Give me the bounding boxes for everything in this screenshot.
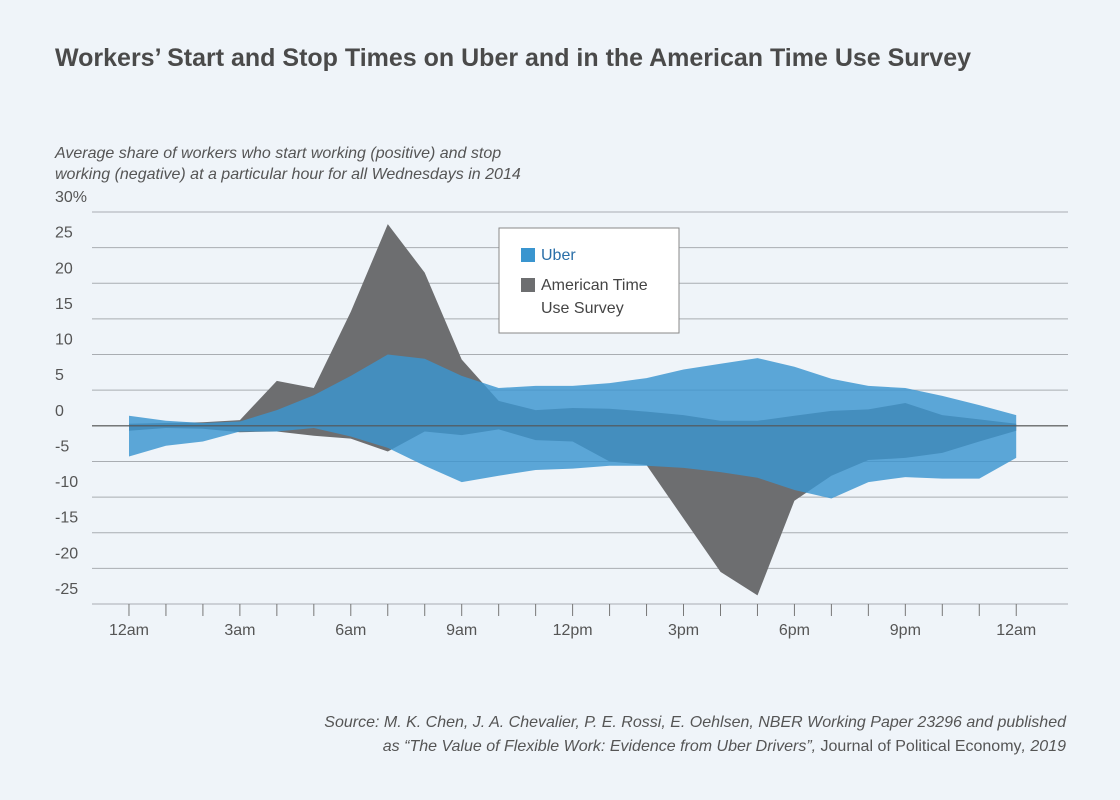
legend-entry: Uber: [541, 247, 576, 264]
y-tick-label: 25: [55, 225, 73, 242]
subtitle: Average share of workers who start worki…: [54, 145, 501, 162]
y-tick-label: 15: [55, 296, 73, 313]
y-tick-label: 0: [55, 403, 64, 420]
x-tick-label: 12pm: [553, 622, 593, 639]
plot: 30% 25 20 15 10 5 0 -5 -10 -15 -20 -25 12am 3am 6am 9am…: [55, 189, 1068, 639]
y-tick-label: 30%: [55, 189, 87, 206]
x-tick-label: 12am: [996, 622, 1036, 639]
source: , 2019: [1022, 738, 1067, 755]
source: Journal of Political Economy: [821, 738, 1022, 755]
y-tick-label: -15: [55, 510, 78, 527]
legend-entry: American Time Use Survey: [541, 277, 648, 317]
source: as “The Value of Flexible Work: Evidence…: [383, 738, 1066, 755]
chart-title: Workers’ Start and Stop Times on Uber an…: [55, 44, 971, 72]
x-tick-label: 9pm: [890, 622, 921, 639]
y-tick-label: 20: [55, 260, 73, 277]
x-tick-label: 12am: [109, 622, 149, 639]
legend-label: Uber: [541, 247, 576, 264]
x-tick-label: 9am: [446, 622, 477, 639]
subtitle: working (negative) at a particular hour …: [55, 166, 521, 183]
legend-label: American Time Use Survey: [541, 277, 648, 317]
y-tick-label: -5: [55, 438, 69, 455]
legend-swatch: [521, 248, 535, 262]
y-tick-label: 5: [55, 367, 64, 384]
y-tick-label: -10: [55, 474, 78, 491]
x-tick-label: 6am: [335, 622, 366, 639]
band-area: [129, 354, 1017, 499]
y-tick-label: -20: [55, 545, 78, 562]
source: as “The Value of Flexible Work: Evidence…: [383, 738, 821, 755]
y-tick-label: 10: [55, 332, 73, 349]
x-tick-label: 6pm: [779, 622, 810, 639]
y-tick-label: -25: [55, 581, 78, 598]
x-tick-label: 3pm: [668, 622, 699, 639]
x-tick-label: 3am: [224, 622, 255, 639]
legend-swatch: [521, 278, 535, 292]
source: Source: M. K. Chen, J. A. Chevalier, P. …: [324, 714, 1067, 731]
legend: Uber American Time Use Survey: [498, 227, 680, 334]
